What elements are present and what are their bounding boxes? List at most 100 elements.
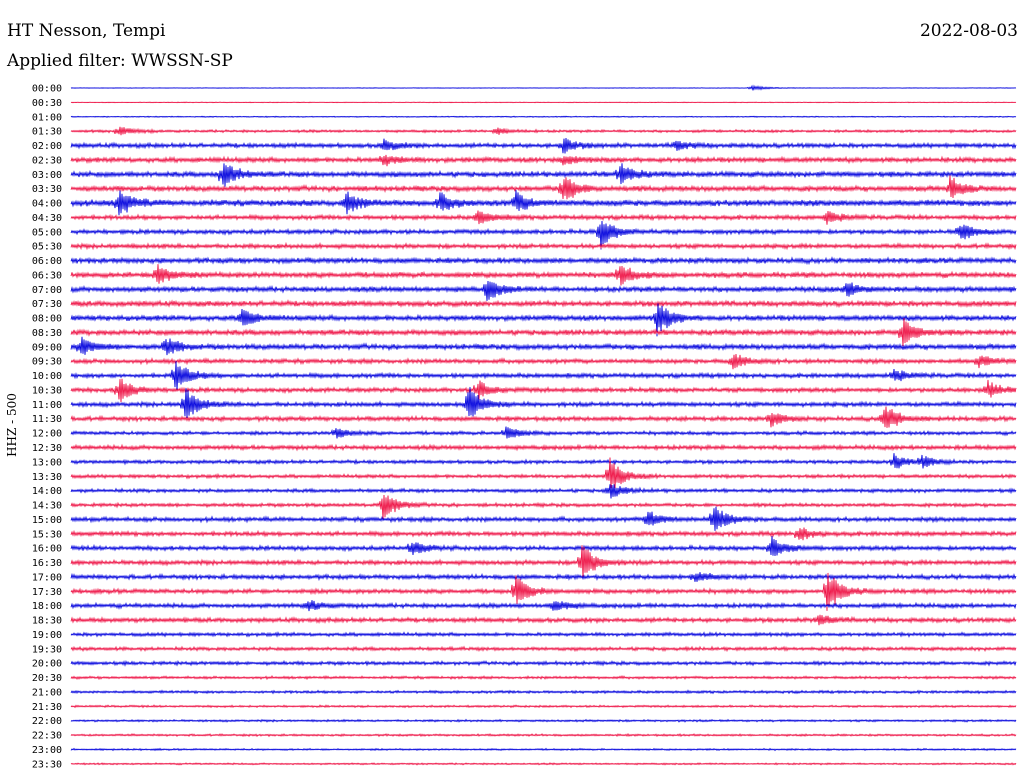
trace-line bbox=[70, 572, 1017, 611]
trace-line bbox=[70, 704, 1017, 709]
trace-line bbox=[70, 762, 1017, 766]
date-label: 2022-08-03 bbox=[919, 21, 1018, 41]
time-tick-label: 12:00 bbox=[32, 429, 62, 440]
time-tick-label: 11:30 bbox=[32, 414, 62, 425]
trace-line bbox=[70, 631, 1017, 638]
time-tick-label: 05:00 bbox=[32, 227, 62, 238]
trace-line bbox=[70, 457, 1017, 489]
time-tick-label: 15:30 bbox=[32, 529, 62, 540]
trace-line bbox=[70, 303, 1017, 337]
trace-line bbox=[70, 378, 1017, 403]
trace-line bbox=[70, 256, 1017, 266]
trace-line bbox=[70, 645, 1017, 653]
time-tick-label: 19:00 bbox=[32, 630, 62, 641]
trace-line bbox=[70, 163, 1017, 187]
time-tick-label: 14:00 bbox=[32, 486, 62, 497]
time-tick-label: 14:30 bbox=[32, 501, 62, 512]
trace-line bbox=[70, 353, 1017, 370]
trace-line bbox=[70, 545, 1017, 580]
time-tick-label: 22:00 bbox=[32, 716, 62, 727]
trace-line bbox=[70, 318, 1017, 347]
trace-line bbox=[70, 527, 1017, 541]
time-tick-label: 20:30 bbox=[32, 673, 62, 684]
trace-line bbox=[70, 299, 1017, 309]
trace-line bbox=[70, 336, 1017, 356]
trace-line bbox=[70, 190, 1017, 216]
time-tick-label: 04:30 bbox=[32, 213, 62, 224]
time-tick-label: 02:30 bbox=[32, 155, 62, 166]
time-tick-label: 10:30 bbox=[32, 385, 62, 396]
trace-line bbox=[70, 689, 1017, 695]
trace-line bbox=[70, 614, 1017, 626]
trace-line bbox=[70, 718, 1017, 723]
trace-line bbox=[70, 484, 1017, 499]
time-tick-label: 07:30 bbox=[32, 299, 62, 310]
trace-line bbox=[70, 361, 1017, 392]
time-tick-label: 21:30 bbox=[32, 702, 62, 713]
trace-line bbox=[70, 600, 1017, 612]
trace-line bbox=[70, 426, 1017, 439]
time-tick-label: 18:00 bbox=[32, 601, 62, 612]
trace-line bbox=[70, 674, 1017, 681]
trace-line bbox=[70, 506, 1017, 531]
time-tick-label: 00:00 bbox=[32, 84, 62, 95]
trace-line bbox=[70, 220, 1017, 250]
trace-line bbox=[70, 406, 1017, 428]
time-tick-label: 06:30 bbox=[32, 270, 62, 281]
time-tick-label: 15:00 bbox=[32, 515, 62, 526]
trace-line bbox=[70, 154, 1017, 167]
time-tick-label: 07:00 bbox=[32, 285, 62, 296]
time-tick-label: 11:00 bbox=[32, 400, 62, 411]
trace-line bbox=[70, 732, 1017, 738]
time-tick-label: 12:30 bbox=[32, 443, 62, 454]
time-tick-label: 13:00 bbox=[32, 457, 62, 468]
time-tick-label: 02:00 bbox=[32, 141, 62, 152]
time-tick-label: 06:00 bbox=[32, 256, 62, 267]
trace-line bbox=[70, 101, 1017, 104]
trace-line bbox=[70, 280, 1017, 301]
time-tick-label: 08:30 bbox=[32, 328, 62, 339]
time-tick-label: 09:00 bbox=[32, 342, 62, 353]
time-tick-label: 03:30 bbox=[32, 184, 62, 195]
trace-line bbox=[70, 137, 1017, 154]
trace-line bbox=[70, 443, 1017, 452]
trace-line bbox=[70, 84, 1017, 91]
trace-line bbox=[70, 264, 1017, 286]
trace-line bbox=[70, 572, 1017, 582]
trace-line bbox=[70, 536, 1017, 556]
trace-line bbox=[70, 495, 1017, 520]
time-tick-label: 01:00 bbox=[32, 112, 62, 123]
time-tick-label: 20:00 bbox=[32, 659, 62, 670]
time-tick-label: 00:30 bbox=[32, 98, 62, 109]
time-tick-label: 09:30 bbox=[32, 357, 62, 368]
trace-line bbox=[70, 453, 1017, 469]
time-tick-label: 13:30 bbox=[32, 472, 62, 483]
time-tick-label: 04:00 bbox=[32, 199, 62, 210]
filter-label: Applied filter: WWSSN-SP bbox=[7, 51, 233, 71]
trace-line bbox=[70, 387, 1017, 419]
trace-line bbox=[70, 747, 1017, 752]
time-tick-label: 21:00 bbox=[32, 687, 62, 698]
time-tick-label: 16:30 bbox=[32, 558, 62, 569]
trace-line bbox=[70, 241, 1017, 251]
time-tick-label: 03:00 bbox=[32, 170, 62, 181]
trace-line bbox=[70, 210, 1017, 225]
station-title: HT Nesson, Tempi bbox=[7, 21, 166, 41]
time-tick-label: 19:30 bbox=[32, 644, 62, 655]
time-tick-label: 17:30 bbox=[32, 587, 62, 598]
time-tick-label: 18:30 bbox=[32, 616, 62, 627]
time-tick-label: 17:00 bbox=[32, 572, 62, 583]
time-tick-label: 23:30 bbox=[32, 759, 62, 770]
trace-line bbox=[70, 115, 1017, 118]
time-tick-label: 10:00 bbox=[32, 371, 62, 382]
time-tick-label: 16:00 bbox=[32, 544, 62, 555]
time-tick-label: 22:30 bbox=[32, 731, 62, 742]
time-tick-label: 08:00 bbox=[32, 314, 62, 325]
trace-line bbox=[70, 175, 1017, 200]
time-tick-label: 23:00 bbox=[32, 745, 62, 756]
trace-line bbox=[70, 659, 1017, 667]
trace-line bbox=[70, 126, 1017, 136]
time-tick-label: 05:30 bbox=[32, 242, 62, 253]
time-tick-label: 01:30 bbox=[32, 127, 62, 138]
